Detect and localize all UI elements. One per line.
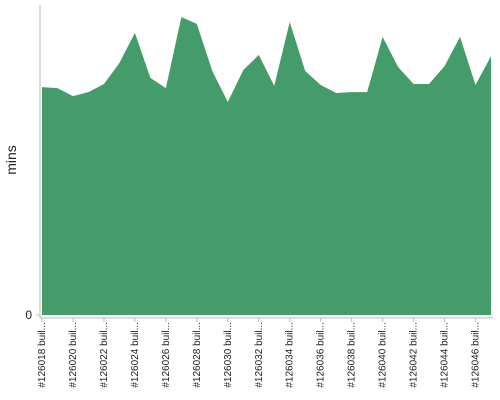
x-tick-label: #126034 buil... [285,322,296,388]
y-axis-label: mins [3,145,19,175]
x-tick-label: #126030 buil... [223,322,234,388]
x-tick-label: #126018 buil... [37,322,48,388]
x-tick-label: #126046 buil... [471,322,482,388]
x-tick-label: #126028 buil... [192,322,203,388]
x-tick-label: #126020 buil... [68,322,79,388]
x-tick-label: #126032 buil... [254,322,265,388]
area [42,17,491,316]
x-tick-label: #126042 buil... [409,322,420,388]
x-tick-label: #126036 buil... [316,322,327,388]
x-tick-label: #126022 buil... [99,322,110,388]
x-tick-label: #126040 buil... [378,322,389,388]
y-tick-label: 0 [25,308,32,322]
x-tick-label: #126044 buil... [440,322,451,388]
x-tick-label: #126038 buil... [347,322,358,388]
x-tick-label: #126026 buil... [161,322,172,388]
x-tick-label: #126024 buil... [130,322,141,388]
